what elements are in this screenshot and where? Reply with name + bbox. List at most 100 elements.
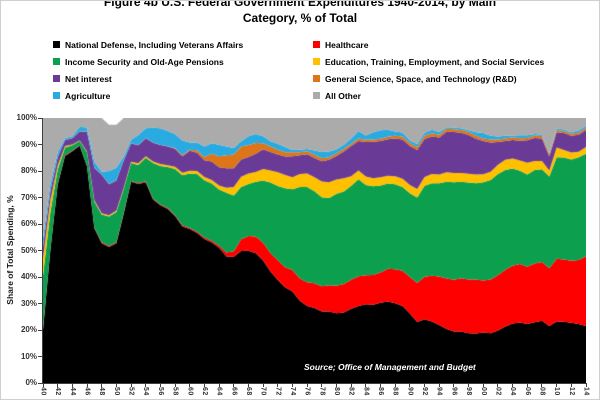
x-tick-mark (409, 383, 411, 387)
x-tick-mark (42, 383, 44, 387)
x-tick-label: 74 (288, 387, 296, 396)
y-tick-mark (38, 276, 42, 278)
y-tick-mark (38, 303, 42, 304)
legend-swatch-icon (53, 41, 60, 48)
legend-swatch-icon (53, 92, 60, 99)
x-tick-label: 84 (362, 387, 370, 396)
x-tick-label: 40 (39, 387, 47, 396)
x-tick-mark (71, 383, 73, 387)
x-tick-mark (262, 383, 264, 387)
legend-item: Education, Training, Employment, and Soc… (313, 57, 593, 67)
x-tick-mark (306, 383, 308, 387)
y-tick-mark (38, 223, 42, 225)
legend-item: Agriculture (53, 91, 308, 101)
x-tick-mark (424, 383, 426, 387)
x-tick-mark (497, 383, 499, 387)
legend-item: General Science, Space, and Technology (… (313, 74, 593, 84)
y-tick-mark (38, 197, 42, 198)
legend-item: Net interest (53, 73, 308, 84)
x-tick-label: 46 (83, 387, 91, 396)
x-tick-label: 70 (259, 387, 267, 396)
x-tick-mark (394, 383, 396, 387)
x-tick-mark (189, 383, 191, 387)
x-tick-label: 96 (450, 387, 458, 396)
x-tick-mark (336, 383, 337, 387)
x-tick-mark (570, 383, 572, 387)
x-tick-mark (556, 383, 558, 387)
y-tick-label: 20% (20, 325, 37, 334)
x-tick-mark (438, 383, 440, 387)
y-tick-label: 10% (20, 351, 37, 361)
x-tick-label: 92 (421, 387, 429, 396)
x-tick-label: 00 (479, 387, 487, 396)
x-tick-label: 86 (377, 387, 385, 396)
legend-swatch-icon (313, 58, 320, 65)
x-axis-line (42, 383, 587, 384)
x-tick-mark (203, 383, 205, 387)
x-tick-mark (115, 383, 117, 387)
legend-swatch-icon (53, 75, 60, 82)
x-tick-label: 94 (435, 387, 443, 396)
x-tick-label: 14 (582, 387, 590, 396)
x-tick-mark (247, 383, 249, 387)
x-tick-mark (218, 383, 220, 387)
legend-item-label: Income Security and Old-Age Pensions (65, 56, 224, 67)
x-tick-label: 50 (112, 387, 120, 396)
x-tick-label: 48 (98, 387, 106, 396)
legend-swatch-icon (53, 58, 60, 65)
x-tick-label: 88 (391, 387, 399, 396)
x-tick-mark (321, 383, 323, 387)
legend-item: National Defense, Including Veterans Aff… (53, 39, 308, 50)
x-tick-label: 78 (318, 387, 326, 396)
chart-title-line1: Figure 4b U.S. Federal Government Expend… (103, 0, 497, 9)
y-tick-mark (38, 117, 42, 119)
x-tick-mark (365, 383, 367, 387)
y-tick-mark (38, 356, 42, 357)
legend-swatch-icon (313, 92, 320, 99)
legend-swatch-icon (313, 75, 320, 82)
legend-item: All Other (313, 90, 593, 101)
y-tick-label: 90% (20, 139, 37, 149)
x-tick-label: 52 (127, 387, 135, 396)
x-tick-mark (350, 383, 352, 387)
x-tick-label: 58 (171, 387, 179, 396)
x-tick-mark (468, 383, 470, 387)
y-axis-line (42, 118, 43, 384)
y-tick-mark (38, 144, 42, 145)
x-tick-label: 54 (142, 387, 150, 396)
x-tick-label: 76 (303, 387, 311, 396)
legend-item: Income Security and Old-Age Pensions (53, 56, 308, 67)
legend-item-label: Healthcare (325, 39, 369, 50)
x-tick-label: 80 (333, 387, 340, 396)
legend-item-label: All Other (325, 90, 361, 101)
y-tick-mark (38, 329, 42, 331)
y-tick-mark (38, 170, 42, 172)
x-tick-mark (86, 383, 88, 387)
chart-title: Figure 4b U.S. Federal Government Expend… (1, 0, 599, 26)
x-tick-label: 60 (186, 387, 194, 396)
x-tick-label: 66 (230, 387, 238, 396)
y-tick-label: 50% (20, 245, 37, 255)
x-tick-mark (233, 383, 235, 387)
x-tick-label: 64 (215, 387, 223, 396)
y-tick-label: 80% (20, 166, 37, 175)
x-tick-label: 04 (509, 387, 517, 396)
y-tick-label: 60% (20, 219, 37, 228)
y-tick-mark (38, 250, 42, 251)
x-tick-label: 82 (347, 387, 355, 396)
legend-item-label: National Defense, Including Veterans Aff… (65, 39, 244, 50)
source-note: Source; Office of Management and Budget (304, 362, 476, 372)
x-tick-mark (482, 383, 484, 387)
x-tick-mark (101, 383, 103, 387)
x-tick-label: 42 (54, 387, 62, 396)
legend-column-1: National Defense, Including Veterans Aff… (53, 40, 308, 108)
x-tick-label: 12 (567, 387, 575, 396)
x-tick-mark (380, 383, 382, 387)
legend-item-label: Net interest (65, 73, 112, 84)
x-tick-label: 72 (274, 387, 282, 396)
x-tick-mark (174, 383, 176, 387)
x-tick-mark (130, 383, 132, 387)
y-tick-label: 30% (20, 298, 37, 308)
legend-item: Healthcare (313, 39, 593, 50)
